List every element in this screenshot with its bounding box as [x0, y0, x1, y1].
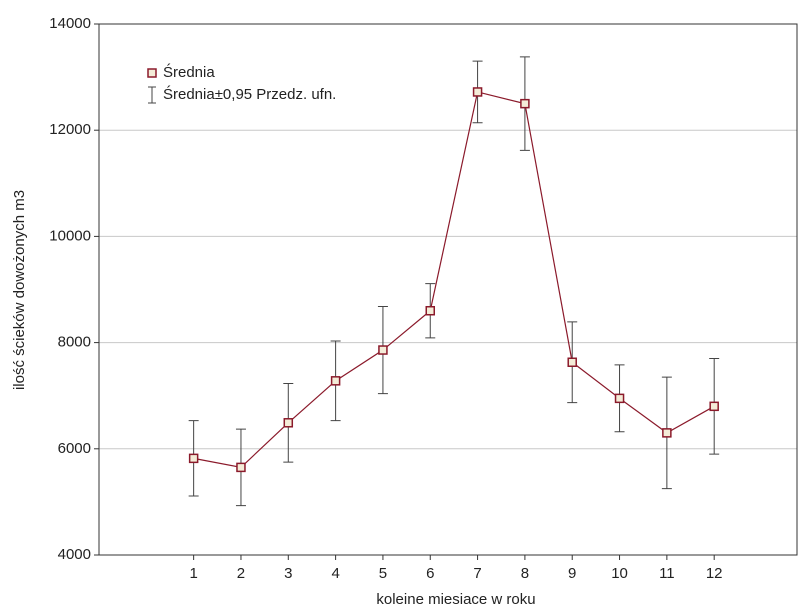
- point-marker: [709, 401, 719, 412]
- y-axis-label: ilość ścieków dowożonych m3: [11, 190, 28, 390]
- x-tick-label: 4: [331, 565, 339, 582]
- x-tick-label: 8: [521, 565, 529, 582]
- legend-label: Średnia±0,95 Przedz. ufn.: [163, 85, 336, 103]
- x-tick-label: 10: [611, 565, 628, 582]
- point-marker: [614, 393, 625, 404]
- y-tick-label: 14000: [49, 15, 91, 32]
- y-tick-label: 12000: [49, 121, 91, 138]
- point-marker: [520, 98, 530, 109]
- legend-marker: [147, 68, 157, 78]
- x-axis-label: koleine miesiace w roku: [376, 591, 535, 608]
- point-marker: [378, 345, 388, 355]
- x-tick-label: 9: [568, 565, 576, 582]
- x-tick-label: 7: [473, 565, 481, 582]
- y-tick-label: 4000: [58, 546, 91, 563]
- legend-error-icon: [148, 86, 156, 104]
- point-marker: [425, 305, 436, 316]
- x-tick-label: 11: [659, 565, 675, 582]
- y-tick-label: 8000: [58, 334, 91, 351]
- point-marker: [472, 87, 483, 97]
- x-tick-label: 5: [379, 565, 387, 582]
- point-marker: [236, 462, 246, 473]
- legend-label: Średnia: [163, 63, 215, 81]
- x-tick-label: 2: [237, 565, 245, 582]
- y-tick-label: 6000: [58, 440, 91, 457]
- series-line: [193, 91, 715, 469]
- point-marker: [188, 453, 199, 464]
- point-marker: [330, 376, 341, 386]
- x-tick-label: 3: [284, 565, 292, 582]
- y-tick-label: 10000: [49, 227, 91, 244]
- point-marker: [283, 418, 294, 428]
- plot-frame: [98, 23, 798, 556]
- point-marker: [567, 357, 577, 367]
- point-marker: [662, 428, 672, 438]
- x-tick-label: 12: [706, 565, 723, 582]
- x-tick-label: 6: [426, 565, 434, 582]
- x-tick-label: 1: [189, 565, 197, 582]
